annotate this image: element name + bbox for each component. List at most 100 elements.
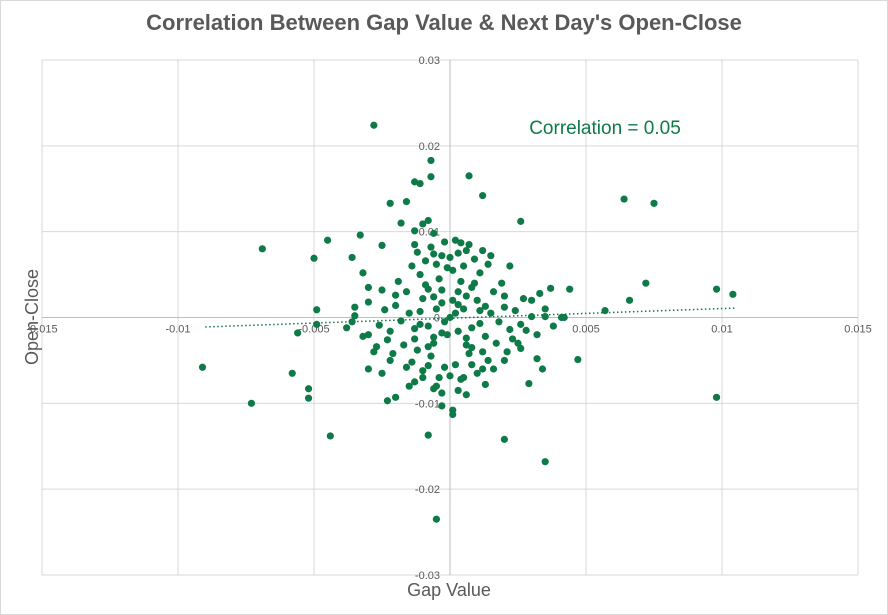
- data-point: [394, 277, 402, 286]
- data-point: [541, 305, 549, 313]
- data-point: [487, 309, 495, 317]
- data-point: [430, 385, 438, 393]
- data-point: [416, 307, 424, 316]
- data-point: [247, 399, 256, 407]
- y-tick-label: 0: [434, 313, 440, 325]
- data-point: [392, 301, 400, 310]
- data-point: [313, 320, 321, 328]
- data-point: [517, 344, 525, 352]
- data-point: [465, 240, 473, 249]
- x-tick-label: -0.005: [298, 324, 329, 336]
- data-point: [304, 394, 313, 402]
- chart-title: Correlation Between Gap Value & Next Day…: [146, 10, 742, 35]
- data-point: [712, 285, 721, 293]
- data-point: [446, 372, 454, 380]
- data-point: [503, 348, 511, 356]
- data-point: [411, 335, 419, 343]
- data-point: [364, 283, 372, 292]
- data-point: [470, 255, 479, 263]
- data-point: [351, 303, 359, 311]
- data-point: [359, 269, 367, 277]
- data-point: [378, 369, 386, 377]
- data-point: [473, 369, 481, 377]
- data-point: [440, 363, 449, 371]
- data-point: [462, 246, 470, 255]
- data-point: [479, 192, 487, 200]
- data-point: [424, 322, 432, 330]
- data-point: [402, 288, 411, 296]
- data-point: [454, 327, 462, 335]
- data-point: [457, 277, 465, 286]
- data-point: [506, 262, 514, 270]
- data-point: [525, 379, 533, 388]
- data-point: [378, 286, 386, 294]
- data-point: [424, 361, 432, 370]
- data-point: [462, 391, 470, 399]
- data-point: [435, 373, 443, 382]
- x-tick-labels: -0.015 -0.01 -0.005 0.005 0.01 0.015: [26, 324, 871, 336]
- data-point: [430, 293, 438, 301]
- data-point: [560, 313, 568, 322]
- data-point: [419, 367, 427, 375]
- data-point: [462, 334, 470, 342]
- data-point: [397, 219, 405, 227]
- data-point: [517, 320, 525, 328]
- data-point: [288, 369, 296, 377]
- trendline-group: [205, 307, 736, 328]
- data-point: [495, 318, 503, 326]
- data-point: [462, 292, 470, 300]
- data-point: [451, 361, 460, 369]
- data-point: [411, 378, 419, 386]
- data-point: [533, 331, 541, 339]
- data-point: [468, 343, 476, 352]
- data-point: [465, 349, 473, 358]
- data-point: [432, 260, 440, 268]
- data-point: [549, 322, 557, 330]
- data-point: [487, 252, 495, 260]
- data-point: [402, 363, 411, 371]
- data-point: [566, 285, 574, 293]
- data-point: [468, 283, 476, 292]
- data-point: [476, 319, 484, 328]
- data-point: [419, 220, 427, 228]
- data-point: [408, 262, 416, 270]
- data-point: [468, 324, 476, 332]
- data-point: [481, 332, 489, 340]
- data-point: [383, 397, 392, 405]
- x-axis-title: Gap Value: [407, 580, 491, 600]
- data-point: [438, 402, 446, 410]
- data-point: [500, 292, 508, 300]
- data-point: [533, 355, 541, 363]
- data-point: [427, 173, 435, 181]
- y-tick-label: -0.03: [415, 570, 440, 582]
- data-point: [405, 309, 413, 317]
- data-point: [402, 198, 411, 206]
- data-point: [386, 356, 394, 365]
- x-tick-label: 0.015: [844, 324, 872, 336]
- data-point: [405, 382, 413, 390]
- data-point: [601, 307, 609, 315]
- data-point: [476, 269, 484, 277]
- data-point: [432, 515, 440, 523]
- data-point: [460, 305, 468, 313]
- data-point: [519, 295, 528, 303]
- data-point: [489, 288, 498, 296]
- data-point: [449, 406, 457, 414]
- y-axis-title: Open-Close: [22, 269, 42, 365]
- data-point: [424, 285, 432, 293]
- data-point: [528, 296, 536, 304]
- data-point: [411, 178, 419, 186]
- data-point: [451, 236, 460, 244]
- data-point: [538, 365, 547, 373]
- data-point: [392, 291, 400, 299]
- data-point: [364, 331, 372, 339]
- data-point: [484, 260, 492, 268]
- data-point: [413, 248, 421, 256]
- data-point: [506, 325, 514, 334]
- data-point: [574, 355, 582, 364]
- data-point: [454, 288, 462, 296]
- data-point: [465, 172, 473, 180]
- data-point: [625, 296, 634, 304]
- data-point: [356, 231, 364, 239]
